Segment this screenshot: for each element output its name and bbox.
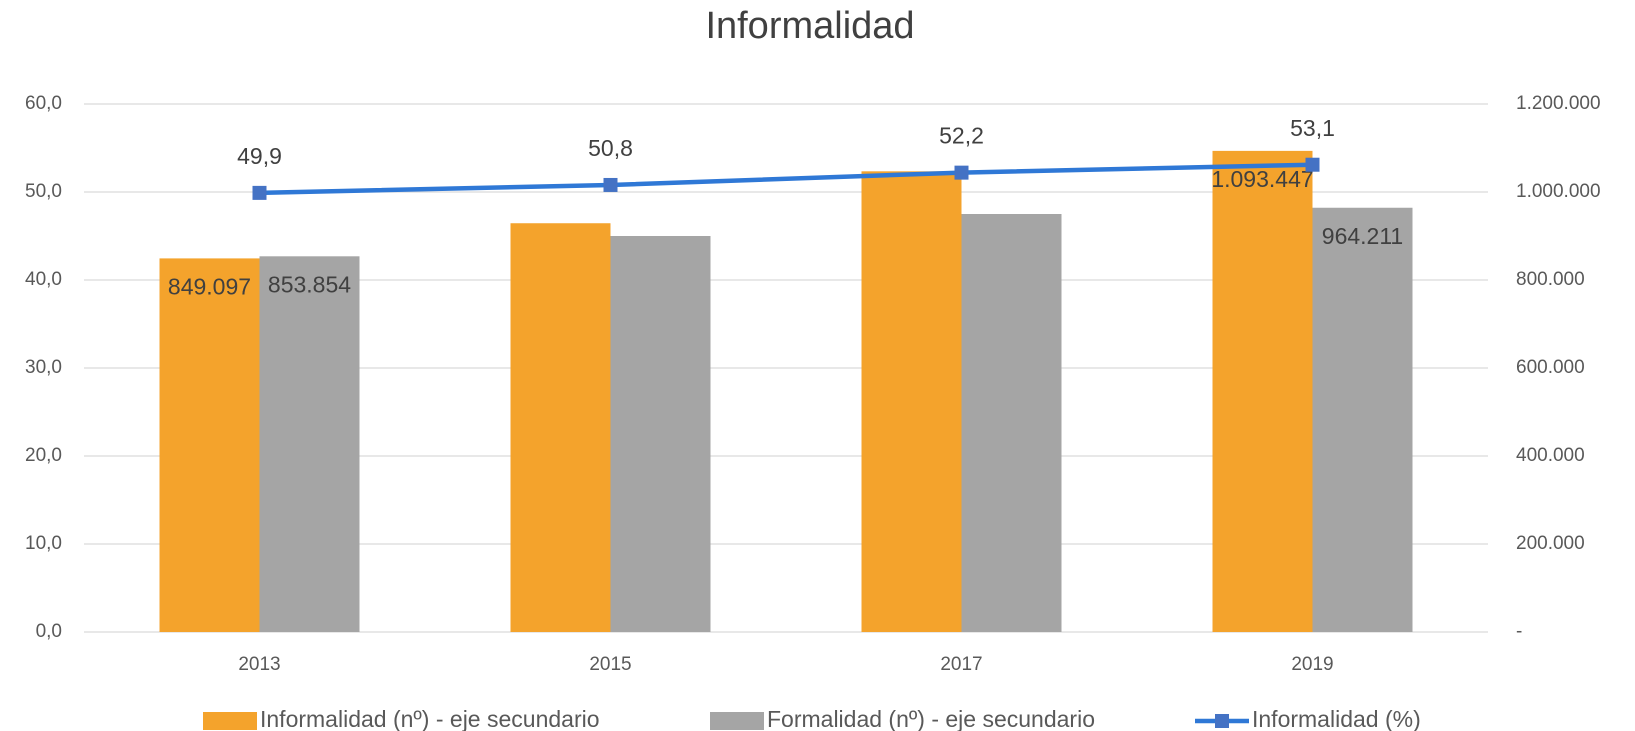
data-label: 50,8 [588, 135, 633, 161]
marker [252, 185, 267, 200]
data-label: 52,2 [939, 123, 984, 149]
bar [159, 258, 260, 632]
y2-tick-label: 600.000 [1516, 357, 1585, 378]
bar [861, 171, 962, 632]
x-tick-label: 2013 [238, 654, 280, 675]
bar [961, 214, 1062, 632]
marker [603, 177, 618, 192]
bar [259, 256, 360, 632]
y2-tick-label: 1.000.000 [1516, 181, 1601, 202]
line [259, 162, 1313, 196]
x-tick-label: 2015 [589, 654, 631, 675]
data-label: 849.097 [168, 273, 251, 299]
x-tick-label: 2017 [940, 654, 982, 675]
data-label: 964.211 [1322, 223, 1403, 249]
y2-tick-label: 1.200.000 [1516, 93, 1601, 114]
y-tick-label: 60,0 [25, 93, 62, 114]
legend-label: Informalidad (%) [1252, 706, 1421, 731]
y-tick-label: 40,0 [25, 269, 62, 290]
legend-swatch [710, 712, 764, 730]
marker [1305, 157, 1320, 172]
bar [510, 223, 611, 633]
marker [954, 165, 969, 180]
y2-tick-label: 200.000 [1516, 533, 1585, 554]
x-tick-label: 2019 [1291, 654, 1333, 675]
bar [1212, 150, 1313, 633]
data-label: 853.854 [268, 271, 351, 297]
data-label: 1.093.447 [1211, 166, 1313, 192]
legend-swatch [203, 712, 257, 730]
y2-tick-label: 400.000 [1516, 445, 1585, 466]
legend-label: Informalidad (nº) - eje secundario [260, 706, 600, 731]
chart-title: Informalidad [705, 5, 914, 47]
y-tick-label: 20,0 [25, 445, 62, 466]
y2-tick-label: 800.000 [1516, 269, 1585, 290]
y-tick-label: 30,0 [25, 357, 62, 378]
y-tick-label: 10,0 [25, 533, 62, 554]
y-tick-label: 0,0 [36, 621, 62, 642]
y-tick-label: 50,0 [25, 181, 62, 202]
bar [610, 236, 711, 632]
legend-swatch [1215, 714, 1229, 728]
legend-label: Formalidad (nº) - eje secundario [767, 706, 1095, 731]
data-label: 53,1 [1290, 115, 1335, 141]
y2-tick-label: - [1516, 621, 1522, 642]
bar [1312, 207, 1413, 632]
data-label: 49,9 [237, 143, 282, 169]
